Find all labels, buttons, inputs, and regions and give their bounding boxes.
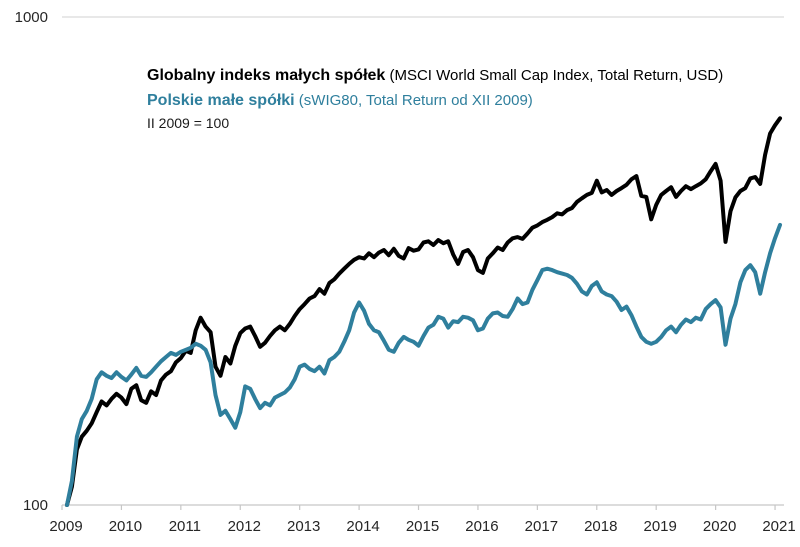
x-axis-label-2021: 2021: [762, 518, 795, 535]
x-axis-label-2020: 2020: [703, 518, 736, 535]
swig80-line: [65, 222, 782, 507]
x-axis-label-2009: 2009: [49, 518, 82, 535]
legend-msci-detail: (MSCI World Small Cap Index, Total Retur…: [385, 67, 724, 84]
legend-msci-name: Globalny indeks małych spółek: [147, 67, 386, 84]
x-axis-label-2014: 2014: [346, 518, 379, 535]
x-axis-label-2010: 2010: [109, 518, 142, 535]
legend-entry-swig80: Polskie małe spółki (sWIG80, Total Retur…: [147, 88, 723, 113]
chart-legend: Globalny indeks małych spółek (MSCI Worl…: [147, 63, 723, 134]
x-axis-label-2017: 2017: [525, 518, 558, 535]
x-axis-label-2011: 2011: [169, 518, 201, 535]
base-index-note: II 2009 = 100: [147, 115, 230, 131]
x-axis-label-2012: 2012: [228, 518, 261, 535]
y-axis-tick-100: 100: [23, 497, 48, 514]
legend-swig80-name: Polskie małe spółki: [147, 92, 295, 109]
msci-world-small-cap-line: [65, 116, 782, 507]
x-axis-label-2019: 2019: [644, 518, 677, 535]
legend-swig80-detail: (sWIG80, Total Return od XII 2009): [294, 92, 533, 109]
x-axis-label-2015: 2015: [406, 518, 439, 535]
x-axis-label-2016: 2016: [465, 518, 498, 535]
x-axis-label-2018: 2018: [584, 518, 617, 535]
legend-entry-msci: Globalny indeks małych spółek (MSCI Worl…: [147, 63, 723, 88]
x-axis-label-2013: 2013: [287, 518, 320, 535]
y-axis-tick-1000: 1000: [15, 9, 48, 26]
